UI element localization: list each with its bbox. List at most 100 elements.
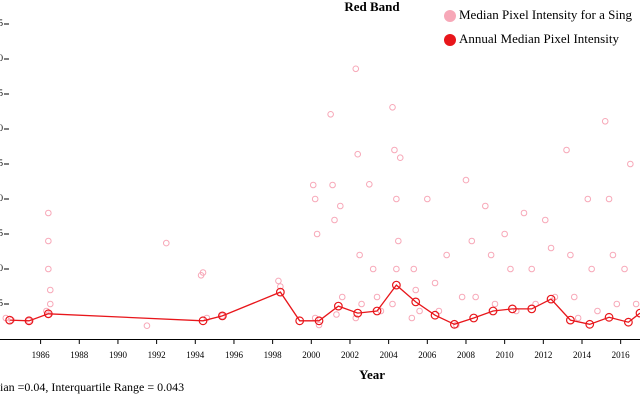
image-point [396, 154, 404, 161]
image-point [313, 230, 321, 238]
image-point [354, 150, 362, 158]
legend-label: Median Pixel Intensity for a Sing [459, 7, 632, 22]
y-tick-label: 0.45 [0, 18, 4, 28]
x-tick-label: 2008 [457, 350, 476, 360]
image-point [45, 237, 52, 245]
image-point [424, 195, 431, 203]
image-point [462, 176, 470, 184]
image-point [528, 265, 536, 273]
x-tick-label: 1988 [70, 350, 89, 360]
image-point [613, 300, 621, 308]
annual-point [391, 280, 401, 290]
image-point [395, 237, 402, 245]
image-point [507, 265, 514, 273]
x-tick-label: 2014 [573, 350, 592, 360]
x-tick-label: 1998 [264, 350, 283, 360]
x-tick-label: 2012 [534, 350, 552, 360]
image-point [609, 251, 617, 259]
image-point [632, 300, 640, 308]
image-point [410, 265, 418, 273]
annual-point [295, 316, 305, 326]
legend-label: Annual Median Pixel Intensity [459, 31, 619, 46]
image-point [601, 118, 609, 125]
image-point [377, 307, 385, 315]
image-point [366, 181, 373, 188]
annotation: ian =0.04, Interquartile Range = 0.043 [0, 380, 184, 394]
image-point [594, 307, 601, 315]
annual-line [9, 284, 640, 325]
x-tick-label: 2002 [341, 350, 359, 360]
image-point [435, 307, 443, 315]
annual-point [314, 316, 324, 326]
image-point [162, 239, 170, 247]
annual-point [275, 287, 285, 297]
image-point [277, 283, 284, 290]
image-point [501, 230, 508, 238]
image-point [520, 209, 528, 217]
x-tick-label: 1994 [186, 350, 205, 360]
x-tick-label: 1992 [148, 350, 166, 360]
y-tick-label: 0.25 [0, 158, 4, 168]
image-point [43, 307, 50, 315]
image-point [541, 216, 549, 224]
image-point [46, 286, 54, 294]
image-point [45, 209, 52, 217]
annual-point [604, 312, 614, 322]
image-point [309, 181, 317, 189]
annual-point [507, 304, 517, 314]
image-point [337, 202, 344, 210]
image-point [458, 293, 466, 301]
x-tick-label: 2010 [496, 350, 515, 360]
image-point [143, 322, 151, 330]
image-point [45, 265, 52, 273]
image-point [46, 300, 54, 308]
image-point [369, 265, 377, 273]
annual-point [5, 315, 15, 325]
annual-point [469, 313, 479, 323]
image-point [563, 146, 570, 154]
image-point [338, 293, 346, 301]
image-point [391, 146, 398, 154]
image-point [331, 216, 338, 224]
image-point [393, 195, 400, 203]
annual-point [353, 308, 363, 318]
annual-point [565, 315, 575, 325]
image-point [468, 237, 476, 245]
image-point [482, 202, 489, 210]
image-point [416, 307, 423, 315]
image-point [570, 293, 578, 301]
annual-point [411, 297, 421, 307]
image-point [393, 265, 400, 273]
image-point [627, 160, 634, 168]
y-tick-label: 0.40 [0, 53, 4, 63]
image-point [567, 251, 574, 259]
image-point [472, 293, 479, 301]
annual-point [449, 319, 459, 329]
x-tick-label: 1986 [32, 350, 51, 360]
x-tick-label: 1996 [225, 350, 244, 360]
legend-marker [444, 34, 456, 46]
image-point [356, 251, 363, 259]
y-tick-label: 0.30 [0, 123, 4, 133]
annual-point [43, 309, 53, 319]
image-point [333, 311, 340, 318]
annual-point [635, 308, 640, 318]
annual-point [372, 306, 382, 316]
image-point [219, 312, 226, 320]
chart-title: Red Band [344, 0, 400, 14]
x-tick-label: 2016 [612, 350, 631, 360]
annual-point [585, 319, 595, 329]
image-point [621, 265, 628, 273]
annual-point [333, 301, 343, 311]
y-tick-label: 0.15 [0, 228, 4, 238]
image-point [584, 195, 592, 203]
image-point [588, 265, 595, 273]
image-point [352, 314, 360, 322]
image-point [311, 195, 319, 203]
annual-point [24, 316, 34, 326]
image-point [373, 293, 381, 301]
image-point [389, 104, 396, 111]
image-point [358, 300, 365, 308]
image-point [605, 195, 613, 203]
x-axis-label: Year [359, 367, 385, 382]
